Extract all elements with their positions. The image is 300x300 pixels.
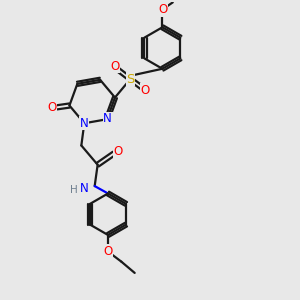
Text: O: O — [141, 84, 150, 97]
Text: O: O — [110, 60, 120, 73]
Text: O: O — [114, 145, 123, 158]
Text: O: O — [158, 3, 168, 16]
Text: O: O — [47, 101, 56, 114]
Text: N: N — [80, 182, 89, 195]
Text: N: N — [80, 117, 89, 130]
Text: H: H — [70, 184, 78, 195]
Text: S: S — [126, 73, 135, 85]
Text: O: O — [103, 245, 112, 258]
Text: N: N — [103, 112, 112, 125]
